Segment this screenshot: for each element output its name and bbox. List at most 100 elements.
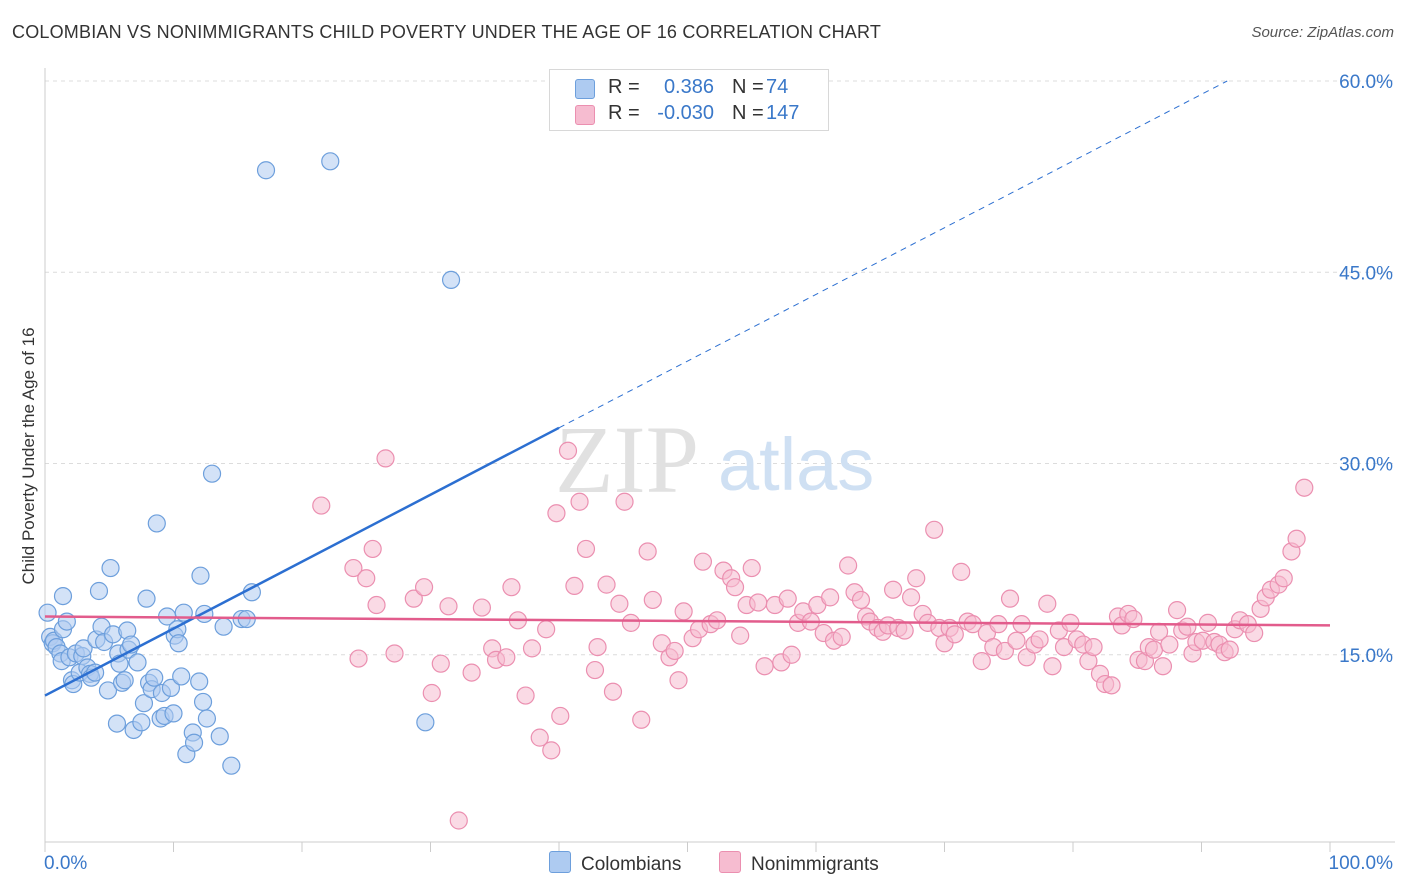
nonimmigrants-point [725, 578, 745, 597]
axes [44, 68, 1395, 852]
nonimmigrants-point [312, 496, 331, 515]
nonimmigrants-point [615, 492, 634, 511]
nonimmigrants-point [925, 520, 944, 539]
nonimmigrants-point [344, 558, 363, 578]
watermark-atlas: atlas [718, 423, 874, 506]
legend-label-colombians: Colombians [581, 854, 682, 875]
trend-lines [44, 80, 1331, 697]
colombians-point [147, 514, 166, 533]
colombians-point [169, 634, 188, 653]
colombians-point [74, 639, 93, 658]
nonimmigrants-point [638, 542, 657, 561]
legend-row-nonimmigrants: R = -0.030 N = 147 [550, 102, 828, 126]
nonimmigrants-point [901, 588, 921, 607]
colombians-point [161, 678, 181, 698]
colombians-point [321, 152, 340, 171]
colombians-point [214, 617, 233, 636]
correlation-legend: R = 0.386 N = 74 R = -0.030 N = 147 [549, 69, 829, 131]
nonimmigrants-point [693, 552, 713, 571]
nonimmigrants-point [782, 645, 801, 664]
legend-row-colombians: R = 0.386 N = 74 [550, 76, 828, 100]
legend-swatch-blue [575, 79, 595, 99]
nonimmigrants-point [385, 644, 404, 663]
colombians-point [107, 714, 127, 733]
nonimmigrants-point [547, 504, 566, 523]
nonimmigrants-point [367, 595, 386, 615]
colombians-point [222, 756, 241, 775]
nonimmigrants-point [669, 671, 688, 690]
nonimmigrants-point [376, 449, 395, 468]
colombians-point [38, 603, 57, 622]
colombians-point [191, 566, 210, 585]
nonimmigrants-trend-line [44, 615, 1331, 627]
source-label: Source: ZipAtlas.com [1251, 24, 1394, 41]
nonimmigrants-point [1198, 613, 1218, 632]
nonimmigrants-point [431, 654, 450, 673]
nonimmigrants-point [632, 710, 651, 729]
colombians-points [38, 152, 461, 775]
nonimmigrants-point [907, 569, 926, 588]
nonimmigrants-point [821, 588, 840, 607]
nonimmigrants-point [502, 578, 521, 597]
legend-swatch-nonimmigrants [719, 851, 741, 873]
nonimmigrants-point [1043, 657, 1062, 676]
x-tick-label: 0.0% [44, 853, 87, 874]
nonimmigrants-point [449, 811, 468, 830]
nonimmigrants-point [1178, 617, 1197, 636]
nonimmigrants-point [497, 648, 516, 667]
colombians-point [202, 464, 222, 483]
colombians-point [416, 713, 435, 732]
colombians-point [53, 586, 73, 606]
nonimmigrants-point [565, 576, 584, 596]
nonimmigrants-point [1167, 601, 1187, 620]
nonimmigrants-point [1160, 635, 1179, 654]
nonimmigrants-point [621, 613, 641, 632]
nonimmigrants-point [1287, 529, 1306, 548]
nonimmigrants-point [1245, 623, 1264, 643]
nonimmigrants-point [462, 663, 481, 682]
nonimmigrants-point [542, 741, 561, 760]
y-tick-label: 45.0% [1339, 263, 1393, 284]
nonimmigrants-point [1295, 478, 1314, 497]
colombians-point [164, 704, 183, 723]
nonimmigrants-point [1038, 594, 1057, 613]
nonimmigrants-point [1220, 640, 1239, 659]
nonimmigrants-point [1007, 631, 1026, 650]
colombians-point [89, 581, 109, 601]
colombians-point [172, 667, 191, 686]
nonimmigrants-point [1000, 589, 1020, 608]
legend-label-nonimmigrants: Nonimmigrants [751, 854, 879, 875]
colombians-point [101, 558, 120, 578]
nonimmigrants-point [570, 492, 589, 511]
nonimmigrants-point [1153, 657, 1173, 676]
nonimmigrants-point [731, 626, 750, 645]
nonimmigrants-point [576, 539, 596, 559]
tick-labels: 15.0% 30.0% 45.0% 60.0% 0.0% 100.0% [44, 72, 1393, 874]
legend-n-value: 74 [766, 76, 789, 98]
nonimmigrants-point [972, 652, 991, 671]
colombians-point [441, 270, 461, 289]
y-tick-label: 30.0% [1339, 455, 1393, 476]
colombians-point [145, 668, 164, 687]
nonimmigrants-point [839, 556, 858, 575]
nonimmigrants-point [665, 641, 684, 661]
nonimmigrants-point [1144, 640, 1164, 659]
nonimmigrants-point [472, 598, 491, 617]
nonimmigrants-point [755, 657, 774, 676]
nonimmigrants-point [851, 590, 871, 610]
nonimmigrants-point [778, 589, 797, 608]
y-tick-label: 60.0% [1339, 72, 1393, 93]
legend-n-label: N = [732, 102, 764, 124]
nonimmigrants-point [995, 641, 1014, 661]
nonimmigrants-point [895, 621, 914, 640]
legend-r-value: -0.030 [657, 102, 714, 124]
colombians-point [132, 713, 151, 732]
nonimmigrants-point [357, 569, 376, 588]
nonimmigrants-point [414, 578, 434, 597]
nonimmigrants-point [588, 637, 607, 657]
nonimmigrants-point [674, 602, 693, 621]
nonimmigrants-point [643, 590, 662, 610]
colombians-point [256, 161, 276, 180]
nonimmigrants-point [1030, 630, 1049, 649]
legend-swatch-colombians [549, 851, 571, 873]
